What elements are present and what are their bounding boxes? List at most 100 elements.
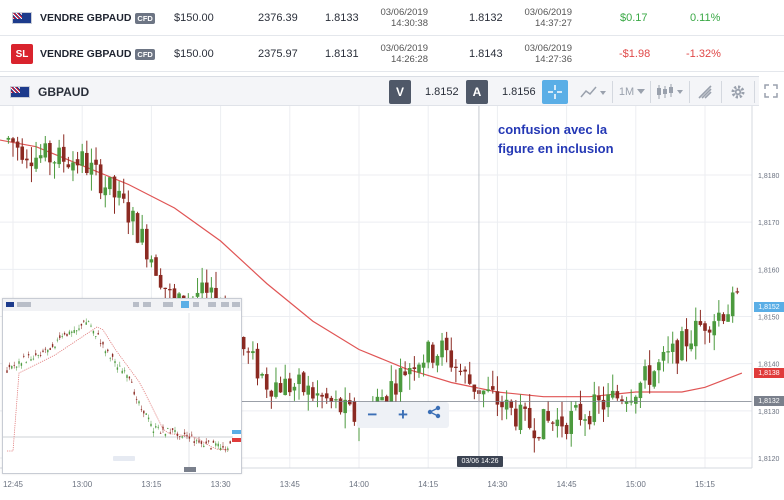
candle-body <box>560 416 564 427</box>
inset-candle-body <box>80 323 83 326</box>
inset-candle-body <box>83 320 85 322</box>
trade-row[interactable]: SL VENDRE GBPAUD CFD $150.00 2375.97 1.81… <box>0 36 784 72</box>
inset-candle-body <box>56 339 59 341</box>
candle-body <box>555 419 560 427</box>
inset-candle-body <box>131 381 133 383</box>
expand-button[interactable] <box>760 79 782 103</box>
toolbar-divider <box>650 81 651 103</box>
trade-amount: $150.00 <box>174 12 214 24</box>
candle-body <box>601 399 606 410</box>
inset-candle-body <box>39 355 42 356</box>
inset-candle-body <box>176 433 179 436</box>
candle-body <box>94 159 98 165</box>
candle-body <box>38 155 43 159</box>
toolbar-divider <box>689 81 690 103</box>
chart-symbol: GBPAUD <box>38 85 90 99</box>
annotation-text: confusion avec la figure en inclusion <box>498 120 648 158</box>
gbp-aud-flag-icon <box>10 86 30 98</box>
share-button[interactable] <box>422 403 446 427</box>
x-tick-label: 13:15 <box>141 480 162 489</box>
buy-button[interactable]: A <box>466 80 488 104</box>
candle-body <box>712 321 717 336</box>
inset-candle-body <box>8 364 11 368</box>
inset-candle-body <box>66 333 68 336</box>
candle-body <box>338 398 343 413</box>
y-tick-label: 1,8130 <box>758 409 780 416</box>
settings-button[interactable] <box>727 80 749 104</box>
zoom-in-button[interactable]: + <box>398 405 408 424</box>
trade-close-rate: 1.8143 <box>469 48 503 60</box>
candle-body <box>514 408 518 427</box>
candle-body <box>657 362 661 371</box>
inset-candle-body <box>155 426 157 428</box>
candle-body <box>269 390 274 397</box>
inset-candle-body <box>183 432 186 435</box>
crosshair-button[interactable] <box>542 80 568 104</box>
inset-chart-screenshot <box>2 298 242 474</box>
candle-body <box>670 343 675 352</box>
trade-open-time: 14:26:28 <box>391 54 428 65</box>
timeframe-select[interactable]: 1M <box>616 80 648 104</box>
moving-average-line <box>0 139 743 398</box>
drawing-tool-button[interactable] <box>694 80 716 104</box>
candle-body <box>168 289 172 291</box>
candle-body <box>661 351 666 361</box>
trade-open-rate: 1.8131 <box>325 48 359 60</box>
chart-type-button[interactable] <box>578 80 608 104</box>
candle-body <box>421 362 426 368</box>
candle-body <box>689 343 693 350</box>
cfd-badge: CFD <box>135 48 155 60</box>
inset-candle-body <box>140 409 143 411</box>
candle-body <box>403 371 407 376</box>
candle-body <box>440 340 444 358</box>
sell-button[interactable]: V <box>389 80 411 104</box>
inset-candle-body <box>181 436 183 438</box>
chart-toolbar: GBPAUD V 1.8152 A 1.8156 1M <box>0 76 759 106</box>
candle-body <box>108 177 112 190</box>
candle-body <box>717 312 721 321</box>
candle-body <box>195 292 200 297</box>
inset-candle-body <box>63 332 66 335</box>
candle-body <box>481 390 486 395</box>
candle-body <box>606 394 610 408</box>
inset-candle-body <box>128 376 131 379</box>
candle-body <box>495 391 500 405</box>
candle-body <box>315 393 320 396</box>
candle-body <box>301 372 306 393</box>
inset-candle-body <box>75 330 78 332</box>
candle-body <box>564 424 569 435</box>
inset-candle-body <box>18 361 20 364</box>
inset-candle-body <box>13 364 15 366</box>
candle-body <box>620 399 624 402</box>
inset-candle-body <box>150 423 152 427</box>
trade-open-time: 14:30:38 <box>391 18 428 29</box>
candle-body <box>117 190 121 198</box>
price-chart[interactable]: 1,8180 1,8170 1,8160 1,8150 1,8140 1,8130 1,81… <box>0 106 784 500</box>
zoom-out-button[interactable]: − <box>367 405 378 424</box>
candle-body <box>527 407 532 428</box>
candle-body <box>15 141 20 148</box>
candle-body <box>398 368 403 393</box>
trade-percent: -1.32% <box>686 48 721 60</box>
inset-candle-body <box>25 362 27 364</box>
candle-body <box>707 329 712 333</box>
buy-price[interactable]: 1.8156 <box>502 86 536 98</box>
candle-body <box>615 391 620 399</box>
toolbar-divider <box>612 81 613 103</box>
y-tick-label: 1,8180 <box>758 173 780 180</box>
trade-profit: $0.17 <box>620 12 648 24</box>
candle-body <box>283 378 287 396</box>
candle-body <box>75 159 80 166</box>
sell-price[interactable]: 1.8152 <box>425 86 459 98</box>
inset-candle-body <box>114 361 116 364</box>
trade-row[interactable]: VENDRE GBPAUD CFD $150.00 2376.39 1.8133 … <box>0 0 784 36</box>
candle-body <box>343 399 347 414</box>
candlestick-button[interactable] <box>654 80 686 104</box>
candle-body <box>334 399 338 401</box>
candle-body <box>131 210 135 222</box>
candle-body <box>574 405 578 408</box>
candle-body <box>71 162 75 171</box>
inset-candle-body <box>171 428 174 430</box>
candle-body <box>80 151 84 166</box>
candle-body <box>200 282 204 294</box>
